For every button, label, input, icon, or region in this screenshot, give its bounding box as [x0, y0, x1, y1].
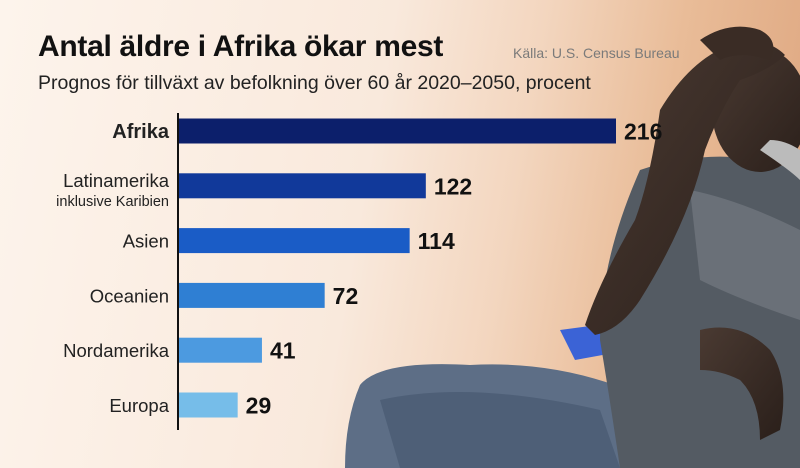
value-label-0: 216	[624, 119, 662, 145]
bar-5	[179, 392, 238, 418]
category-label-5: Europa	[109, 395, 169, 416]
value-label-5: 29	[246, 393, 272, 419]
value-label-2: 114	[418, 228, 455, 254]
category-label-2: Asien	[123, 231, 169, 252]
chart-subtitle: Prognos för tillväxt av befolkning över …	[38, 72, 591, 94]
bar-2	[179, 228, 410, 254]
bar-4	[179, 337, 262, 363]
category-label-0: Afrika	[112, 121, 170, 143]
category-label-3: Oceanien	[90, 285, 169, 306]
bar-0	[179, 118, 616, 144]
value-label-3: 72	[333, 283, 359, 309]
chart-title: Antal äldre i Afrika ökar mest	[38, 30, 444, 63]
category-label-4: Nordamerika	[63, 340, 170, 361]
category-label-1-line-1: Latinamerika	[63, 170, 170, 191]
bar-3	[179, 282, 325, 308]
value-label-1: 122	[434, 173, 472, 199]
source-label: Källa: U.S. Census Bureau	[513, 45, 680, 61]
category-label-1-line-2: inklusive Karibien	[56, 194, 169, 210]
bar-1	[179, 173, 426, 199]
value-label-4: 41	[270, 338, 296, 364]
